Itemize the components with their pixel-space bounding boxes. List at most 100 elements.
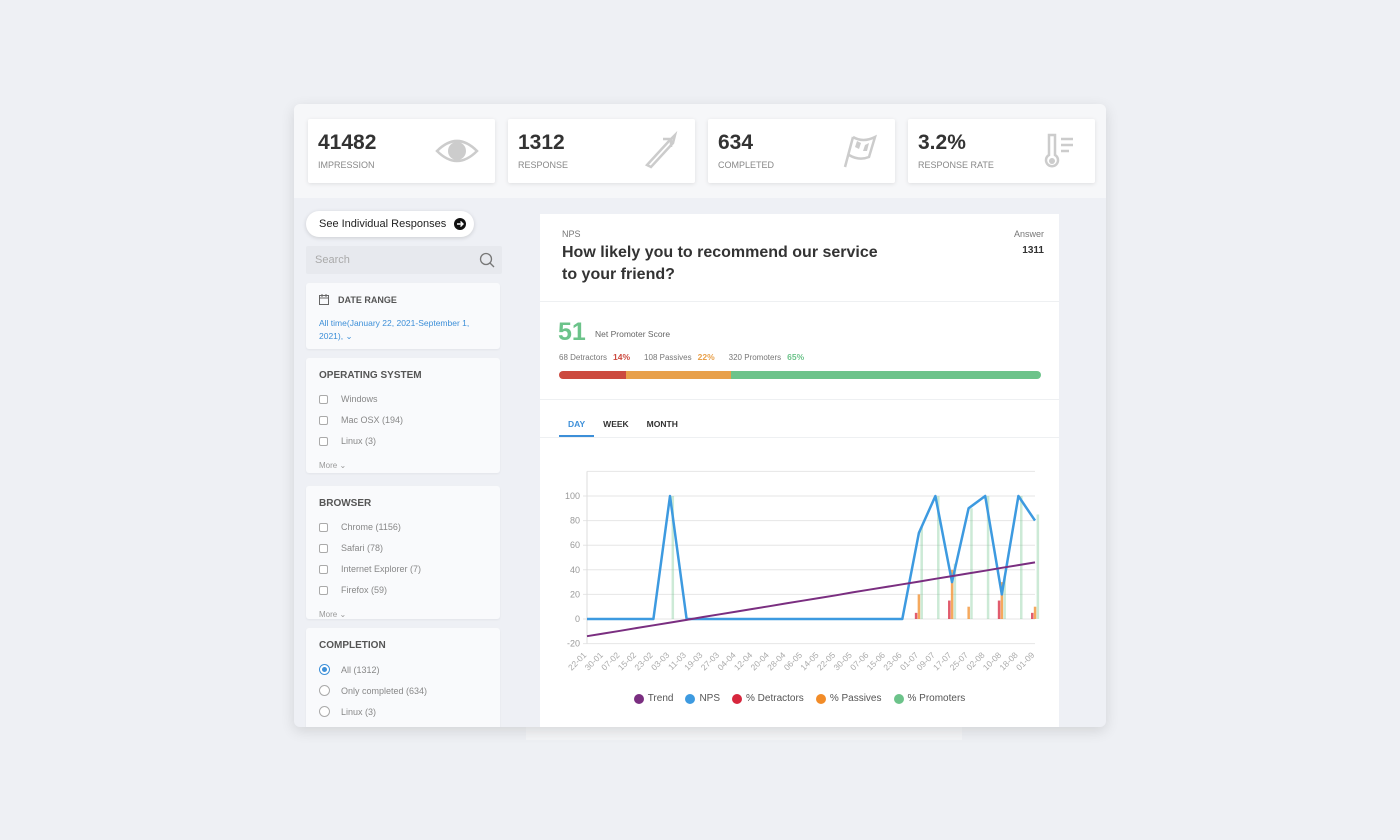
legend-swatch	[633, 693, 644, 704]
breakdown-segment	[625, 371, 731, 379]
y-tick-label: 80	[570, 516, 580, 526]
divider	[540, 437, 1059, 438]
checkbox	[319, 394, 328, 404]
filter-option[interactable]: Linux (3)	[319, 706, 376, 717]
date-range-value[interactable]: All time(January 22, 2021-September 1, 2…	[319, 318, 470, 341]
tab[interactable]: DAY	[559, 410, 595, 437]
filter-option[interactable]: Safari (78)	[319, 543, 383, 553]
legend-item[interactable]: % Promoters	[893, 693, 966, 704]
y-tick-label: 100	[565, 491, 580, 501]
y-tick-label: -20	[567, 639, 580, 649]
see-responses-button[interactable]: See Individual Responses	[306, 211, 474, 237]
breakdown-label: 108 Passives	[644, 353, 692, 362]
checkbox	[319, 543, 328, 553]
more-link[interactable]: More ⌄	[319, 610, 347, 619]
legend-swatch	[732, 693, 743, 704]
legend-item[interactable]: Trend	[633, 693, 674, 704]
tab[interactable]: MONTH	[646, 419, 678, 429]
panel-title: OPERATING SYSTEM	[319, 370, 422, 381]
checkbox	[319, 522, 328, 532]
bar	[967, 606, 970, 619]
stat-card: 634 COMPLETED	[708, 119, 895, 183]
legend-label: % Promoters	[907, 693, 966, 704]
bar	[997, 600, 1001, 619]
breakdown-bar	[559, 371, 1041, 379]
dashboard: 41482 IMPRESSION 1312 RESPONSE 634 COMPL…	[294, 104, 1106, 727]
bar	[970, 508, 973, 619]
stat-label: COMPLETED	[718, 160, 775, 170]
line-series	[587, 494, 1037, 621]
eye-icon	[435, 139, 479, 163]
bar	[1000, 582, 1004, 619]
stat-card: 1312 RESPONSE	[508, 119, 695, 183]
tabs: DAY WEEK MONTH	[559, 410, 687, 437]
breakdown-item: 108 Passives 22%	[644, 352, 715, 362]
legend-label: NPS	[699, 693, 721, 704]
y-tick-label: 0	[575, 614, 580, 624]
bar	[914, 612, 918, 619]
breakdown-percent: 14%	[613, 352, 631, 362]
question-panel: NPS How likely you to recommend our serv…	[540, 214, 1059, 727]
breakdown-label: 68 Detractors	[559, 353, 608, 362]
legend-label: % Passives	[829, 693, 882, 704]
flag-icon	[843, 134, 878, 168]
bar	[917, 594, 921, 619]
bar	[950, 569, 954, 619]
legend: Trend NPS % Detractors % Passives % Promoter…	[540, 693, 1059, 704]
y-tick-label: 40	[570, 565, 580, 575]
date-range-panel: DATE RANGE All time(January 22, 2021-Sep…	[306, 283, 500, 349]
breakdown-percent: 65%	[787, 352, 805, 362]
divider	[540, 399, 1059, 400]
filter-panel: BROWSER Chrome (1156) Safari (78) Internet …	[306, 486, 500, 619]
shadow-strip	[526, 727, 962, 740]
more-link[interactable]: More ⌄	[319, 461, 347, 470]
filter-option[interactable]: Internet Explorer (7)	[319, 564, 421, 574]
bar	[986, 496, 990, 619]
legend-item[interactable]: % Detractors	[732, 693, 804, 704]
bar	[1033, 606, 1037, 619]
nps-score: 51	[558, 318, 586, 346]
stat-value: 1312	[518, 131, 565, 154]
breakdown-item: 68 Detractors 14%	[559, 352, 630, 362]
legend-label: Trend	[647, 693, 674, 704]
breakdown-percent: 22%	[697, 352, 715, 362]
arrow-icon	[454, 218, 466, 230]
y-tick-label: 20	[570, 589, 580, 599]
breakdown-item: 320 Promoters 65%	[729, 352, 804, 362]
option-label: Windows	[341, 394, 378, 404]
stat-label: IMPRESSION	[318, 160, 375, 170]
bar	[1036, 514, 1040, 619]
option-label: Safari (78)	[341, 543, 384, 553]
filter-option[interactable]: Windows	[319, 394, 378, 404]
search-icon	[479, 252, 495, 268]
filter-option[interactable]: Mac OSX (194)	[319, 415, 403, 425]
legend-item[interactable]: % Passives	[815, 693, 882, 704]
date-range-text: All time(January 22, 2021-September 1, 2…	[319, 318, 470, 341]
filter-option[interactable]: Only completed (634)	[319, 685, 427, 696]
filter-option[interactable]: Linux (3)	[319, 436, 376, 446]
option-label: Linux (3)	[341, 436, 377, 446]
search-box[interactable]: Search	[306, 246, 502, 274]
stat-value: 634	[718, 131, 754, 154]
filter-panel: COMPLETION All (1312) Only completed (634)…	[306, 628, 500, 727]
filter-option[interactable]: All (1312)	[319, 664, 380, 675]
filter-option[interactable]: Chrome (1156)	[319, 522, 401, 532]
bar	[671, 496, 675, 619]
bar	[937, 496, 940, 619]
breakdown-segment	[730, 371, 1041, 379]
panel-title: COMPLETION	[319, 640, 386, 651]
legend-swatch	[815, 693, 826, 704]
legend-item[interactable]: NPS	[685, 693, 720, 704]
divider	[540, 301, 1059, 302]
option-label: Internet Explorer (7)	[341, 564, 422, 574]
bar	[920, 526, 923, 619]
stat-value: 41482	[318, 131, 377, 154]
stat-card: 3.2% RESPONSE RATE	[908, 119, 1095, 183]
answer-count: 1311	[1022, 245, 1044, 256]
filter-option[interactable]: Firefox (59)	[319, 585, 387, 595]
checkbox	[319, 585, 328, 595]
bar	[1020, 496, 1023, 619]
stat-card: 41482 IMPRESSION	[308, 119, 495, 183]
nps-chart: -2002040608010022-0130-0107-0215-0223-02…	[565, 470, 1040, 672]
tab[interactable]: WEEK	[603, 419, 629, 429]
